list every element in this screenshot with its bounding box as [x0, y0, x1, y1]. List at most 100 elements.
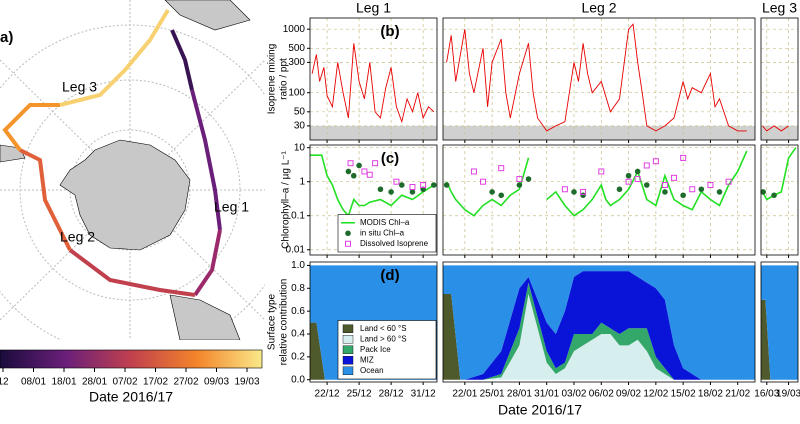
data-point	[580, 188, 587, 195]
data-point	[698, 186, 705, 193]
data-point	[625, 178, 632, 185]
legend-swatch	[342, 345, 354, 354]
leg-label: Leg 1	[214, 199, 249, 215]
data-line	[311, 43, 435, 124]
data-point	[409, 189, 416, 195]
data-point	[625, 172, 632, 179]
data-point	[489, 189, 495, 195]
data-point	[420, 182, 427, 189]
data-point	[707, 182, 714, 189]
data-line	[310, 154, 435, 218]
data-point	[634, 176, 641, 183]
y-tick-label: 0.01	[286, 244, 306, 255]
x-tick-label: 09/02	[616, 389, 641, 400]
colorbar-tick-label: 18/01	[51, 377, 76, 388]
panel-label: (b)	[380, 23, 399, 40]
y-tick-label: 1.0	[291, 260, 305, 271]
legend-swatch	[342, 366, 354, 375]
x-tick-label: 18/02	[698, 389, 723, 400]
y-axis-label: Surface type	[267, 293, 278, 350]
data-line	[762, 125, 789, 132]
data-point	[361, 168, 368, 175]
area-segment	[761, 265, 798, 380]
data-point	[580, 192, 586, 199]
legend-swatch	[342, 335, 354, 344]
panel-frame	[760, 17, 799, 141]
detection-band	[310, 125, 437, 140]
colorbar-tick-label: 17/02	[143, 377, 168, 388]
y-tick-label: 0.6	[291, 306, 305, 317]
legend-label: MODIS Chl–a	[360, 218, 410, 227]
y-tick-label: 50	[294, 106, 306, 117]
data-point	[498, 165, 505, 172]
map-label: a)	[0, 29, 13, 46]
x-tick-label: 25/12	[347, 389, 372, 400]
legend-label: Land > 60 °S	[360, 334, 407, 343]
colorbar-tick-label: 07/02	[112, 377, 137, 388]
legend-swatch	[342, 356, 354, 365]
data-point	[430, 182, 437, 188]
legend-swatch	[342, 324, 354, 333]
panel-bg	[443, 145, 755, 255]
legend-label: in situ Chl–a	[360, 228, 405, 237]
panel-frame	[309, 144, 438, 256]
data-line	[445, 157, 530, 217]
detection-band	[761, 125, 798, 140]
y-tick-label: 0.1	[291, 210, 305, 221]
colorbar-label: Date 2016/17	[89, 389, 173, 405]
y-tick-label: 0.8	[291, 283, 305, 294]
panel-frame	[760, 144, 799, 256]
colorbar-tick-label: 28/01	[82, 377, 107, 388]
data-point	[393, 178, 400, 185]
y-tick-label: 500	[288, 43, 305, 54]
area-segment	[761, 299, 798, 380]
y-tick-label: 10	[294, 142, 306, 153]
x-tick-label: 19/03	[776, 389, 800, 400]
data-point	[345, 168, 352, 175]
x-axis-label: Date 2016/17	[498, 402, 582, 418]
data-point	[356, 162, 362, 169]
x-tick-label: 25/01	[480, 389, 505, 400]
leg-title: Leg 2	[581, 0, 616, 16]
data-point	[652, 158, 659, 165]
leg-label: Leg 3	[62, 79, 97, 95]
data-point	[498, 192, 505, 199]
data-point	[571, 189, 577, 195]
x-tick-label: 03/02	[561, 389, 586, 400]
colorbar-tick-label: 12	[0, 377, 9, 388]
data-point	[516, 182, 523, 188]
data-point	[480, 178, 487, 185]
data-point	[525, 176, 532, 182]
area-segment	[443, 271, 755, 380]
data-point	[350, 172, 357, 179]
x-tick-label: 28/12	[379, 389, 404, 400]
panel-bg	[310, 18, 437, 140]
panel-frame	[309, 17, 438, 141]
data-point	[716, 189, 723, 195]
data-line	[446, 23, 747, 132]
data-point	[598, 168, 605, 175]
panel-bg	[443, 18, 755, 140]
data-point	[372, 160, 379, 167]
panel-frame	[442, 261, 756, 383]
x-tick-label: 06/02	[589, 389, 614, 400]
data-point	[680, 154, 687, 161]
legend-label: Ocean	[360, 366, 384, 375]
y-axis-label: Isoprene mixing	[267, 44, 278, 115]
x-tick-label: 31/01	[534, 389, 559, 400]
y-axis-label: relative contribution	[279, 279, 290, 366]
y-tick-label: 1000	[283, 24, 306, 35]
data-point	[662, 189, 668, 195]
data-point	[671, 174, 678, 181]
y-tick-label: 300	[288, 57, 305, 68]
panel-frame	[309, 261, 438, 383]
data-point	[680, 192, 686, 199]
colorbar	[0, 349, 263, 369]
data-line	[761, 147, 797, 201]
legend-label: Dissolved Isoprene	[360, 239, 429, 248]
y-axis-label: ratio / ppt	[279, 58, 290, 100]
area-segment	[443, 265, 755, 380]
x-tick-label: 28/01	[507, 389, 532, 400]
data-point	[643, 182, 650, 188]
panel-label: (c)	[381, 150, 399, 167]
